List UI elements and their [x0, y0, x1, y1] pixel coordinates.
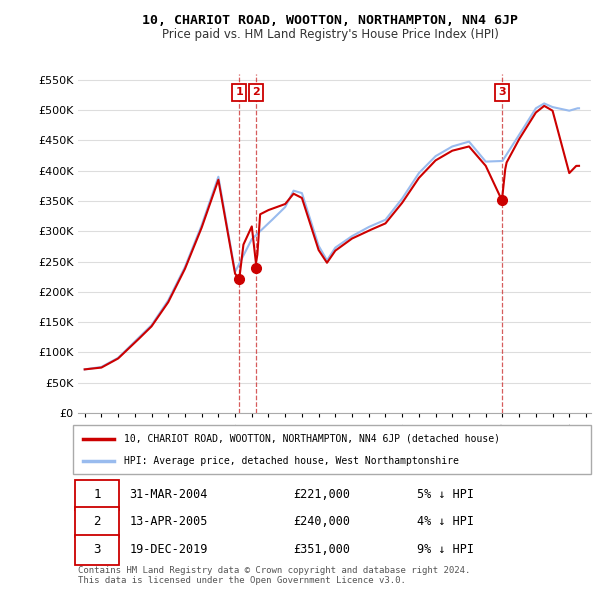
Text: HPI: Average price, detached house, West Northamptonshire: HPI: Average price, detached house, West… [124, 456, 459, 466]
Text: 3: 3 [498, 87, 506, 97]
FancyBboxPatch shape [76, 507, 119, 537]
FancyBboxPatch shape [76, 535, 119, 565]
Text: 9% ↓ HPI: 9% ↓ HPI [416, 543, 473, 556]
Text: 10, CHARIOT ROAD, WOOTTON, NORTHAMPTON, NN4 6JP: 10, CHARIOT ROAD, WOOTTON, NORTHAMPTON, … [142, 14, 518, 27]
Text: 31-MAR-2004: 31-MAR-2004 [130, 488, 208, 501]
Text: 4% ↓ HPI: 4% ↓ HPI [416, 515, 473, 528]
FancyBboxPatch shape [73, 425, 591, 474]
Text: Contains HM Land Registry data © Crown copyright and database right 2024.
This d: Contains HM Land Registry data © Crown c… [78, 566, 470, 585]
Text: 2: 2 [93, 515, 101, 528]
Text: 19-DEC-2019: 19-DEC-2019 [130, 543, 208, 556]
Text: 1: 1 [93, 488, 101, 501]
Text: 1: 1 [235, 87, 243, 97]
Text: £221,000: £221,000 [293, 488, 350, 501]
Text: £240,000: £240,000 [293, 515, 350, 528]
Text: 3: 3 [93, 543, 101, 556]
FancyBboxPatch shape [76, 480, 119, 510]
Text: 10, CHARIOT ROAD, WOOTTON, NORTHAMPTON, NN4 6JP (detached house): 10, CHARIOT ROAD, WOOTTON, NORTHAMPTON, … [124, 434, 500, 444]
Text: Price paid vs. HM Land Registry's House Price Index (HPI): Price paid vs. HM Land Registry's House … [161, 28, 499, 41]
Text: £351,000: £351,000 [293, 543, 350, 556]
Text: 2: 2 [253, 87, 260, 97]
Text: 13-APR-2005: 13-APR-2005 [130, 515, 208, 528]
Text: 5% ↓ HPI: 5% ↓ HPI [416, 488, 473, 501]
